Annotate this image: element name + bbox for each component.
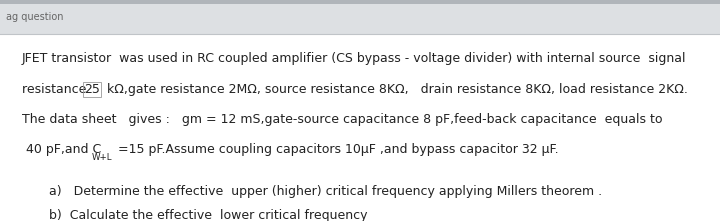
Text: a)   Determine the effective  upper (higher) critical frequency applying Millers: a) Determine the effective upper (higher… (49, 185, 602, 198)
Text: The data sheet   gives :   gm = 12 mS,gate-source capacitance 8 pF,feed-back cap: The data sheet gives : gm = 12 mS,gate-s… (22, 113, 662, 126)
Text: b)  Calculate the effective  lower critical frequency: b) Calculate the effective lower critica… (49, 209, 367, 221)
Text: 40 pF,and C: 40 pF,and C (22, 143, 101, 156)
Text: JFET transistor  was used in RC coupled amplifier (CS bypass - voltage divider) : JFET transistor was used in RC coupled a… (22, 52, 686, 65)
Bar (0, 0, 720, 4)
Text: =15 pF.Assume coupling capacitors 10μF ,and bypass capacitor 32 μF.: =15 pF.Assume coupling capacitors 10μF ,… (114, 143, 559, 156)
Text: 25: 25 (84, 83, 100, 96)
Text: resistance: resistance (22, 83, 90, 96)
Text: kΩ,gate resistance 2MΩ, source resistance 8KΩ,   drain resistance 8KΩ, load resi: kΩ,gate resistance 2MΩ, source resistanc… (103, 83, 688, 96)
Text: W+L: W+L (92, 153, 112, 162)
Bar (0, 0, 720, 34)
Text: ag question: ag question (6, 12, 63, 22)
